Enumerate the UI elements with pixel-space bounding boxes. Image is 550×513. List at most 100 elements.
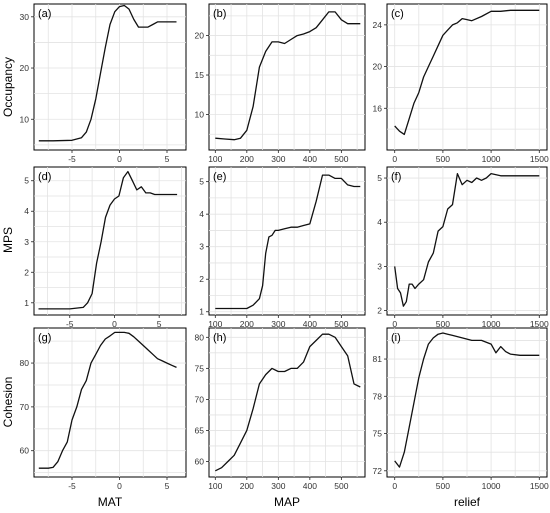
x-tick-label: 1500 xyxy=(530,481,549,491)
panel-frame xyxy=(208,3,366,151)
x-tick-label: 300 xyxy=(271,319,285,329)
y-tick-label: 4 xyxy=(199,209,204,219)
y-tick-label: 60 xyxy=(20,446,30,456)
x-tick-label: 300 xyxy=(271,481,285,491)
x-tick-label: 500 xyxy=(334,481,348,491)
y-tick-label: 3 xyxy=(24,237,29,247)
panel-frame xyxy=(33,327,187,478)
y-tick-label: 1 xyxy=(199,307,204,317)
series-line-f xyxy=(394,172,540,307)
panel-f: 0 500 1000 1500 2 3 4 5 (f) xyxy=(377,166,549,329)
panel-label-c: (c) xyxy=(391,8,404,20)
x-tick-label: 0 xyxy=(112,319,117,329)
col-label-mat: MAT xyxy=(98,495,123,509)
x-tick-label: 1500 xyxy=(530,154,549,164)
y-tick-label: 15 xyxy=(195,70,205,80)
x-tick-label: 500 xyxy=(334,319,348,329)
y-tick-label: 20 xyxy=(20,63,30,73)
panel-label-e: (e) xyxy=(213,171,226,183)
y-tick-label: 5 xyxy=(24,176,29,186)
y-tick-label: 2 xyxy=(199,274,204,284)
x-tick-label: 5 xyxy=(165,154,170,164)
y-tick-label: 70 xyxy=(195,394,205,404)
x-tick-label: 0 xyxy=(392,481,397,491)
x-tick-label: 100 xyxy=(208,319,222,329)
row-label-occupancy: Occupancy xyxy=(1,57,15,117)
y-tick-label: 65 xyxy=(195,425,205,435)
x-tick-label: 200 xyxy=(240,319,254,329)
panel-frame xyxy=(33,166,187,316)
panel-d: -5 0 5 1 2 3 4 5 (d) xyxy=(24,166,187,329)
x-tick-label: 5 xyxy=(165,481,170,491)
panel-label-f: (f) xyxy=(391,171,401,183)
x-tick-label: 200 xyxy=(240,154,254,164)
y-tick-label: 3 xyxy=(377,261,382,271)
y-tick-label: 5 xyxy=(377,173,382,183)
x-tick-label: 200 xyxy=(240,481,254,491)
panel-label-b: (b) xyxy=(213,8,226,20)
panel-c: 0 500 1000 1500 16 20 24 (c) xyxy=(373,3,549,164)
col-label-map: MAP xyxy=(274,495,300,509)
y-tick-label: 81 xyxy=(373,354,383,364)
x-tick-label: 400 xyxy=(303,481,317,491)
y-tick-label: 72 xyxy=(373,466,383,476)
x-tick-label: 400 xyxy=(303,154,317,164)
panel-label-a: (a) xyxy=(38,8,51,20)
panel-label-h: (h) xyxy=(213,332,226,344)
y-tick-label: 10 xyxy=(195,109,205,119)
panel-h: 100 200 300 400 500 60 65 70 75 80 (h) xyxy=(195,327,366,491)
y-tick-label: 75 xyxy=(373,429,383,439)
y-tick-label: 4 xyxy=(377,217,382,227)
panel-i: 0 500 1000 1500 72 75 78 81 (i) xyxy=(373,327,549,491)
x-tick-label: 1500 xyxy=(530,319,549,329)
panel-frame xyxy=(208,166,366,316)
y-tick-label: 70 xyxy=(20,402,30,412)
y-tick-label: 24 xyxy=(373,20,383,30)
x-tick-label: 5 xyxy=(157,319,162,329)
series-line-h xyxy=(215,333,361,472)
x-tick-label: 100 xyxy=(208,154,222,164)
x-tick-label: 400 xyxy=(303,319,317,329)
y-tick-label: 16 xyxy=(373,103,383,113)
x-tick-label: 1000 xyxy=(482,481,501,491)
x-tick-label: -5 xyxy=(68,154,76,164)
y-tick-label: 80 xyxy=(20,358,30,368)
y-tick-label: 20 xyxy=(195,31,205,41)
x-tick-label: -5 xyxy=(66,319,74,329)
series-line-b xyxy=(215,11,361,141)
series-line-g xyxy=(38,331,177,469)
y-tick-label: 3 xyxy=(199,242,204,252)
x-tick-label: 0 xyxy=(117,154,122,164)
series-line-d xyxy=(38,170,178,310)
x-tick-label: 300 xyxy=(271,154,285,164)
x-tick-label: 100 xyxy=(208,481,222,491)
col-label-relief: relief xyxy=(454,495,481,509)
y-tick-label: 60 xyxy=(195,456,205,466)
panel-label-d: (d) xyxy=(38,171,51,183)
x-tick-label: 1000 xyxy=(482,319,501,329)
panel-label-i: (i) xyxy=(391,332,401,344)
y-tick-label: 20 xyxy=(373,62,383,72)
y-tick-label: 2 xyxy=(24,267,29,277)
series-line-e xyxy=(215,174,361,310)
x-tick-label: 500 xyxy=(334,154,348,164)
x-tick-label: -5 xyxy=(68,481,76,491)
y-tick-label: 78 xyxy=(373,391,383,401)
row-label-cohesion: Cohesion xyxy=(1,377,15,428)
series-line-c xyxy=(394,9,540,136)
series-line-i xyxy=(394,332,540,468)
y-tick-label: 2 xyxy=(377,306,382,316)
x-tick-label: 0 xyxy=(117,481,122,491)
panel-g: -5 0 5 60 70 80 (g) xyxy=(20,327,187,491)
x-tick-label: 500 xyxy=(436,319,450,329)
x-tick-label: 0 xyxy=(392,154,397,164)
x-tick-label: 500 xyxy=(436,481,450,491)
y-tick-label: 4 xyxy=(24,206,29,216)
y-tick-label: 5 xyxy=(199,177,204,187)
y-tick-label: 10 xyxy=(20,114,30,124)
panel-a: -5 0 5 10 20 30 (a) xyxy=(20,3,187,164)
row-label-mps: MPS xyxy=(1,227,15,253)
panel-label-g: (g) xyxy=(38,332,51,344)
